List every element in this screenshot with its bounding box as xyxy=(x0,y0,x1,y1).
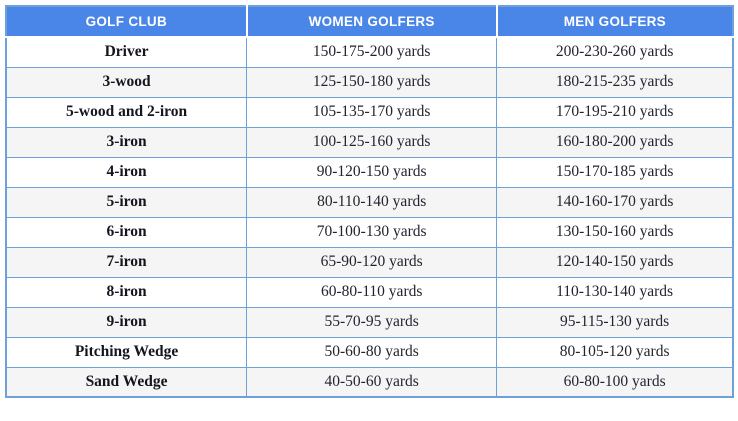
table-row: 8-iron 60-80-110 yards 110-130-140 yards xyxy=(5,276,734,308)
men-distance-cell: 160-180-200 yards xyxy=(496,126,734,158)
table-row: 5-iron 80-110-140 yards 140-160-170 yard… xyxy=(5,186,734,218)
men-distance-cell: 170-195-210 yards xyxy=(496,96,734,128)
men-distance-cell: 60-80-100 yards xyxy=(496,366,734,398)
club-name-cell: Sand Wedge xyxy=(5,366,248,398)
club-name-cell: 8-iron xyxy=(5,276,248,308)
men-distance-cell: 80-105-120 yards xyxy=(496,336,734,368)
club-name-cell: 9-iron xyxy=(5,306,248,338)
club-name-cell: 6-iron xyxy=(5,216,248,248)
men-distance-cell: 140-160-170 yards xyxy=(496,186,734,218)
golf-distance-table: GOLF CLUB WOMEN GOLFERS MEN GOLFERS Driv… xyxy=(5,5,734,398)
women-distance-cell: 60-80-110 yards xyxy=(246,276,498,308)
women-distance-cell: 70-100-130 yards xyxy=(246,216,498,248)
women-distance-cell: 125-150-180 yards xyxy=(246,66,498,98)
table-row: 5-wood and 2-iron 105-135-170 yards 170-… xyxy=(5,96,734,128)
men-distance-cell: 200-230-260 yards xyxy=(496,36,734,68)
women-distance-cell: 80-110-140 yards xyxy=(246,186,498,218)
club-name-cell: 3-wood xyxy=(5,66,248,98)
club-name-cell: 7-iron xyxy=(5,246,248,278)
women-distance-cell: 105-135-170 yards xyxy=(246,96,498,128)
table-row: 6-iron 70-100-130 yards 130-150-160 yard… xyxy=(5,216,734,248)
women-distance-cell: 65-90-120 yards xyxy=(246,246,498,278)
table-row: 9-iron 55-70-95 yards 95-115-130 yards xyxy=(5,306,734,338)
column-header-golf-club: GOLF CLUB xyxy=(6,6,247,38)
club-name-cell: 5-wood and 2-iron xyxy=(5,96,248,128)
club-name-cell: Pitching Wedge xyxy=(5,336,248,368)
column-header-men-golfers: MEN GOLFERS xyxy=(495,6,733,38)
men-distance-cell: 95-115-130 yards xyxy=(496,306,734,338)
women-distance-cell: 55-70-95 yards xyxy=(246,306,498,338)
men-distance-cell: 110-130-140 yards xyxy=(496,276,734,308)
header-row: GOLF CLUB WOMEN GOLFERS MEN GOLFERS xyxy=(6,6,733,38)
women-distance-cell: 40-50-60 yards xyxy=(246,366,498,398)
table-row: Sand Wedge 40-50-60 yards 60-80-100 yard… xyxy=(5,366,734,398)
women-distance-cell: 50-60-80 yards xyxy=(246,336,498,368)
table-row: 4-iron 90-120-150 yards 150-170-185 yard… xyxy=(5,156,734,188)
club-name-cell: Driver xyxy=(5,36,248,68)
club-name-cell: 5-iron xyxy=(5,186,248,218)
table-row: Driver 150-175-200 yards 200-230-260 yar… xyxy=(5,36,734,68)
table-row: Pitching Wedge 50-60-80 yards 80-105-120… xyxy=(5,336,734,368)
golf-distance-table-container: GOLF CLUB WOMEN GOLFERS MEN GOLFERS Driv… xyxy=(5,5,734,398)
men-distance-cell: 130-150-160 yards xyxy=(496,216,734,248)
club-name-cell: 4-iron xyxy=(5,156,248,188)
women-distance-cell: 100-125-160 yards xyxy=(246,126,498,158)
table-row: 3-wood 125-150-180 yards 180-215-235 yar… xyxy=(5,66,734,98)
column-header-women-golfers: WOMEN GOLFERS xyxy=(245,6,497,38)
women-distance-cell: 90-120-150 yards xyxy=(246,156,498,188)
table-body: Driver 150-175-200 yards 200-230-260 yar… xyxy=(5,36,734,398)
table-row: 3-iron 100-125-160 yards 160-180-200 yar… xyxy=(5,126,734,158)
men-distance-cell: 150-170-185 yards xyxy=(496,156,734,188)
men-distance-cell: 120-140-150 yards xyxy=(496,246,734,278)
club-name-cell: 3-iron xyxy=(5,126,248,158)
women-distance-cell: 150-175-200 yards xyxy=(246,36,498,68)
table-row: 7-iron 65-90-120 yards 120-140-150 yards xyxy=(5,246,734,278)
men-distance-cell: 180-215-235 yards xyxy=(496,66,734,98)
